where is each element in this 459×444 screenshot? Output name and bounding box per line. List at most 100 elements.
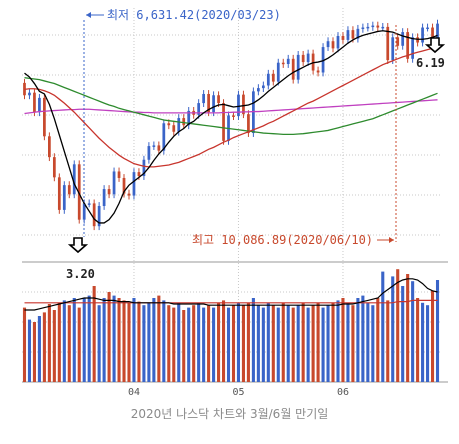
candle-body	[371, 25, 375, 28]
volume-bar	[231, 305, 236, 382]
candle-body	[261, 85, 265, 89]
candle-body	[177, 118, 181, 132]
candle-body	[232, 115, 235, 117]
candle-body	[33, 92, 36, 113]
candle-body	[376, 25, 380, 28]
candle-body	[122, 177, 126, 194]
candle-body	[52, 157, 56, 178]
volume-bar	[406, 274, 410, 382]
chart-caption: 2020년 나스닥 차트와 3월/6월 만기일	[130, 407, 329, 421]
candle-body	[381, 26, 385, 29]
candle-body	[127, 193, 131, 196]
candle-body	[92, 203, 96, 227]
volume-layer	[22, 269, 440, 382]
volume-bar	[102, 298, 106, 382]
candle-body	[72, 164, 76, 195]
volume-bar	[97, 305, 101, 382]
ma120-line	[24, 99, 438, 115]
volume-bar	[381, 271, 385, 382]
volume-bar	[421, 302, 425, 382]
volume-bar	[411, 281, 415, 382]
candle-body	[57, 177, 61, 210]
candle-body	[207, 93, 210, 113]
volume-bar	[430, 290, 435, 382]
volume-bar	[261, 307, 265, 382]
candle-body	[346, 30, 350, 40]
candle-body	[187, 110, 191, 126]
volume-bar	[77, 307, 81, 382]
volume-bar	[132, 298, 136, 382]
volume-bar	[62, 300, 66, 382]
candle-body	[271, 73, 275, 82]
volume-bar	[221, 300, 226, 382]
volume-bar	[326, 305, 330, 382]
low-marker-value: 3.20	[66, 267, 95, 281]
volume-bar	[67, 305, 71, 382]
candle-body	[38, 97, 41, 113]
candle-body	[172, 125, 176, 132]
x-tick-label: 05	[232, 387, 244, 398]
volume-bar	[271, 305, 275, 382]
volume-bar	[72, 298, 76, 382]
volume-bar	[207, 305, 211, 382]
volume-ma-short-line	[24, 278, 438, 311]
candle-body	[62, 185, 66, 210]
candle-body	[132, 172, 136, 196]
volume-bar	[37, 316, 41, 382]
volume-bar	[391, 276, 395, 382]
candle-body	[301, 54, 305, 63]
moving-average-layer	[24, 30, 438, 224]
candle-body	[396, 37, 400, 46]
candle-body	[142, 159, 146, 177]
volume-bar	[217, 302, 221, 382]
volume-bar	[361, 295, 365, 382]
candle-body	[356, 28, 360, 39]
volume-ma-long-line	[24, 299, 438, 304]
candle-body	[336, 36, 340, 49]
candle-body	[202, 93, 205, 104]
candle-body	[366, 26, 370, 29]
candle-body	[97, 205, 101, 227]
candle-body	[291, 58, 295, 80]
x-tick-label: 06	[337, 387, 349, 398]
volume-bar	[316, 302, 320, 382]
candle-body	[237, 94, 240, 117]
x-axis-labels: 04 05 06	[128, 387, 349, 398]
candle-body	[351, 30, 355, 39]
volume-bar	[197, 302, 201, 382]
candle-body	[281, 62, 285, 65]
candle-body	[107, 189, 111, 195]
candle-body	[296, 54, 300, 80]
volume-bar	[435, 280, 440, 382]
candle-body	[306, 53, 310, 63]
candle-body	[147, 146, 151, 160]
volume-bar	[137, 301, 141, 382]
volume-bar	[306, 307, 310, 382]
volume-bar	[112, 295, 116, 382]
volume-bar	[276, 307, 280, 382]
volume-bar	[107, 292, 111, 382]
candle-body	[87, 203, 91, 205]
volume-bar	[246, 302, 250, 382]
candle-body	[411, 37, 414, 59]
volume-bar	[47, 304, 51, 382]
candle-body	[48, 136, 51, 158]
volume-bar	[371, 305, 375, 382]
volume-bar	[401, 286, 405, 382]
candle-body	[117, 171, 121, 178]
candle-body	[217, 95, 220, 104]
volume-bar	[346, 302, 350, 382]
volume-bar	[266, 302, 270, 382]
volume-bar	[152, 298, 156, 382]
high-label: 최고 10,086.89(2020/06/10)	[192, 233, 373, 247]
volume-bar	[241, 305, 245, 382]
candle-body	[157, 145, 161, 151]
volume-bar	[87, 295, 91, 382]
low-down-arrow-icon	[67, 237, 89, 254]
annotation-layer: 최저 6,631.42(2020/03/23) 최고 10,086.89(202…	[66, 8, 446, 281]
volume-bar	[351, 305, 355, 382]
candle-body	[276, 62, 280, 82]
volume-bar	[236, 302, 241, 382]
